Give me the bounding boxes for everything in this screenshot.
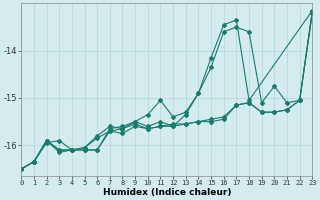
X-axis label: Humidex (Indice chaleur): Humidex (Indice chaleur) [102, 188, 231, 197]
